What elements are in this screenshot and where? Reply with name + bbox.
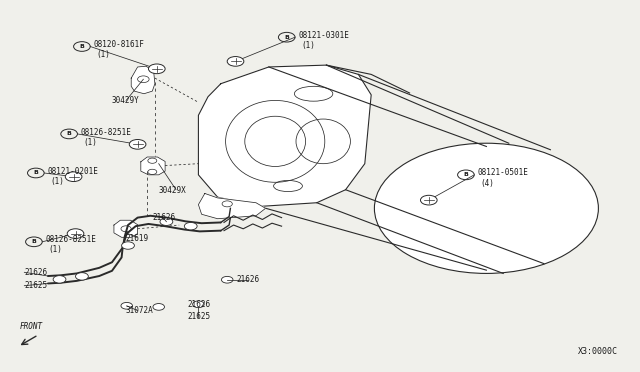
Text: FRONT: FRONT xyxy=(19,322,42,331)
Text: 21626: 21626 xyxy=(152,213,175,222)
Text: (1): (1) xyxy=(49,246,63,254)
Circle shape xyxy=(76,273,88,280)
Text: (4): (4) xyxy=(481,179,495,187)
Circle shape xyxy=(122,242,134,249)
Polygon shape xyxy=(198,65,371,206)
Text: 31072A: 31072A xyxy=(125,306,153,315)
Text: B: B xyxy=(463,172,468,177)
Text: 21625: 21625 xyxy=(24,281,47,290)
Text: (1): (1) xyxy=(84,138,98,147)
Text: 21626: 21626 xyxy=(237,275,260,284)
Circle shape xyxy=(148,64,165,74)
Text: (1): (1) xyxy=(51,177,65,186)
Text: 08126-8251E: 08126-8251E xyxy=(81,128,131,137)
Text: B: B xyxy=(79,44,84,49)
Text: B: B xyxy=(67,131,72,137)
Circle shape xyxy=(121,302,132,309)
Circle shape xyxy=(53,276,66,283)
Circle shape xyxy=(420,195,437,205)
Circle shape xyxy=(153,304,164,310)
Text: 08120-8161F: 08120-8161F xyxy=(93,40,144,49)
Text: 08121-0501E: 08121-0501E xyxy=(477,169,528,177)
Circle shape xyxy=(67,229,84,238)
Text: 21625: 21625 xyxy=(188,312,211,321)
Text: 08121-0201E: 08121-0201E xyxy=(47,167,98,176)
Text: 21619: 21619 xyxy=(125,234,148,243)
Circle shape xyxy=(160,218,173,225)
Circle shape xyxy=(193,301,204,308)
Circle shape xyxy=(374,143,598,273)
Polygon shape xyxy=(131,66,155,94)
Text: 21626: 21626 xyxy=(188,300,211,309)
Text: B: B xyxy=(284,35,289,40)
Text: B: B xyxy=(31,239,36,244)
Circle shape xyxy=(221,276,233,283)
Text: (1): (1) xyxy=(97,50,111,59)
Text: X3:0000C: X3:0000C xyxy=(578,347,618,356)
Text: 30429X: 30429X xyxy=(159,186,186,195)
Circle shape xyxy=(65,172,82,182)
Circle shape xyxy=(184,222,197,230)
Text: (1): (1) xyxy=(301,41,316,50)
Text: 08126-8251E: 08126-8251E xyxy=(45,235,96,244)
Circle shape xyxy=(227,57,244,66)
Polygon shape xyxy=(141,157,165,175)
Text: 21626: 21626 xyxy=(24,268,47,277)
Polygon shape xyxy=(198,193,266,219)
Circle shape xyxy=(129,140,146,149)
Text: 30429Y: 30429Y xyxy=(112,96,140,105)
Text: B: B xyxy=(33,170,38,176)
Text: 08121-0301E: 08121-0301E xyxy=(298,31,349,40)
Polygon shape xyxy=(114,220,138,237)
